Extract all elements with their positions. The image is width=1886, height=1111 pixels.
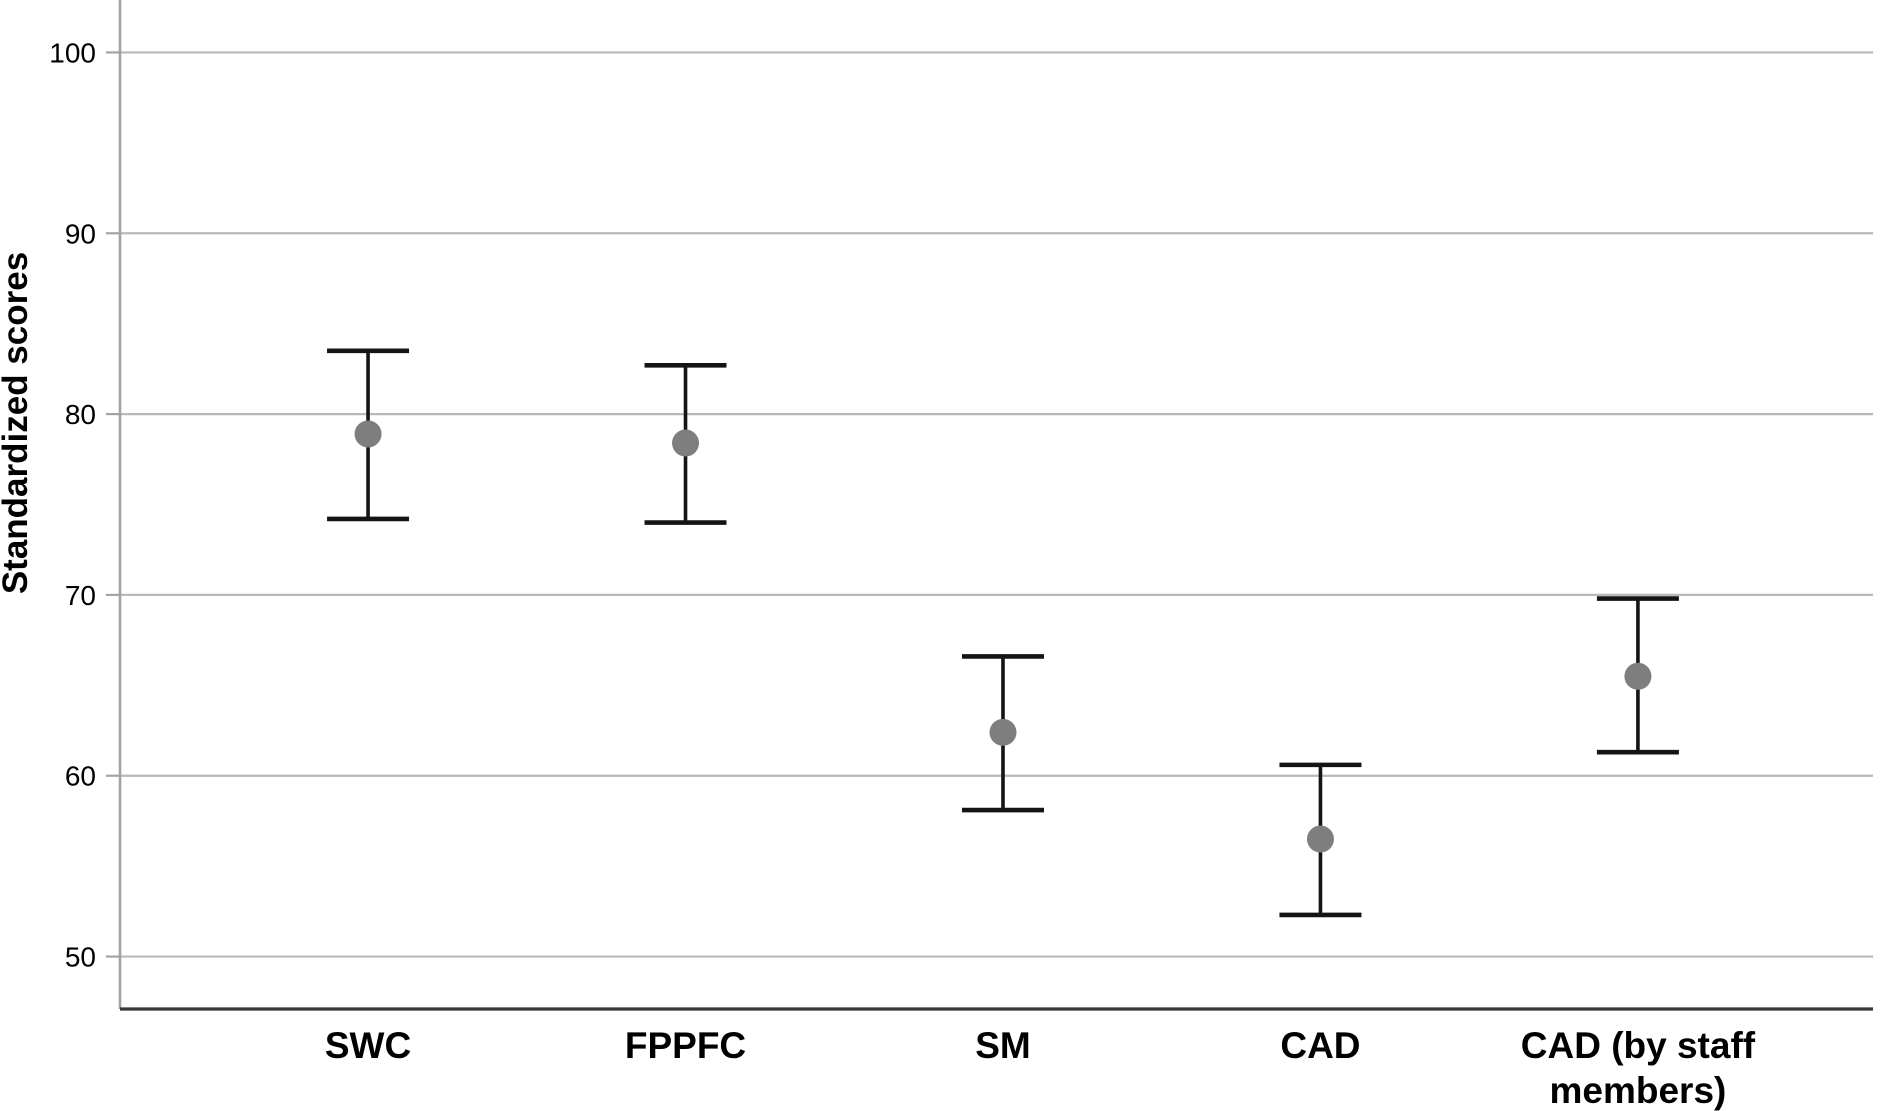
y-tick-label-100: 100	[49, 37, 96, 68]
mean-marker	[1306, 825, 1334, 853]
y-tick-label-80: 80	[65, 399, 96, 430]
category-label-swc: SWC	[325, 1025, 411, 1066]
y-tick-label-60: 60	[65, 761, 96, 792]
category-label-fppfc: FPPFC	[625, 1025, 746, 1066]
mean-marker	[354, 420, 382, 448]
chart-generated-layer: 50 60 70 80 90 100 SWC FPPFC SM CAD CAD (by staffm…	[49, 0, 1873, 1111]
category-label-cad-by-staff-members: CAD (by staff	[1521, 1025, 1756, 1066]
errorbar-group-cad: CAD	[1279, 762, 1362, 1066]
mean-marker	[989, 718, 1017, 746]
y-tick-label-70: 70	[65, 580, 96, 611]
category-label-cad: CAD	[1280, 1025, 1360, 1066]
mean-marker	[672, 429, 700, 457]
y-tick-label-50: 50	[65, 942, 96, 973]
mean-marker	[1624, 662, 1652, 690]
y-axis-title: Standardized scores	[0, 252, 35, 594]
errorbar-group-fppfc: FPPFC	[625, 362, 746, 1066]
y-tick-label-90: 90	[65, 218, 96, 249]
category-label-sm: SM	[975, 1025, 1031, 1066]
category-label-cad-by-staff-members: members)	[1549, 1070, 1726, 1111]
errorbar-group-swc: SWC	[325, 348, 411, 1066]
errorbar-group-sm: SM	[961, 654, 1044, 1066]
